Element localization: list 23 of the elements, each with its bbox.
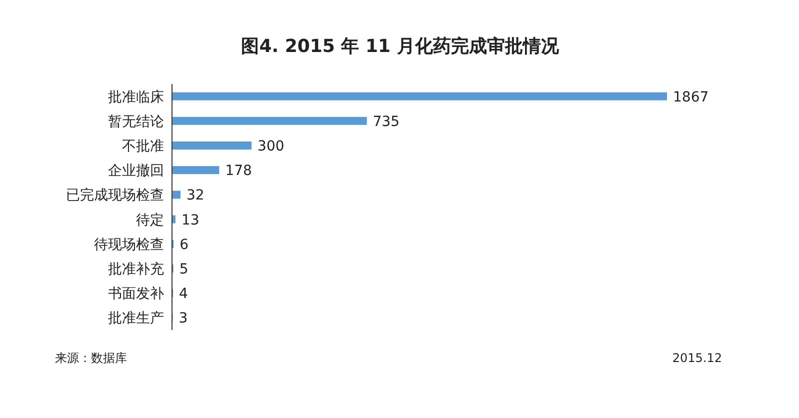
data-label: 300 [258,138,284,154]
chart-title: 图4. 2015 年 11 月化药完成审批情况 [241,36,560,57]
data-label: 4 [179,286,188,302]
y-tick-label: 待定 [136,212,164,228]
y-tick-label: 待现场检查 [94,236,164,253]
data-label: 178 [225,163,252,180]
y-tick-label: 批准补充 [108,262,164,278]
data-label: 735 [372,114,400,130]
y-tick-label: 不批准 [122,138,164,154]
y-tick-label: 已完成现场检查 [66,188,164,204]
data-label: 6 [180,236,189,253]
data-label: 32 [186,188,204,204]
y-tick-label: 批准临床 [108,89,164,106]
source-note: 来源：数据库 [55,351,127,365]
data-label: 1867 [673,89,709,106]
y-tick-label: 书面发补 [108,286,164,302]
data-label: 13 [181,212,200,228]
data-label: 5 [179,262,188,278]
y-tick-label: 批准生产 [108,310,164,327]
y-tick-label: 暂无结论 [108,114,164,130]
text: 2015.12 [672,351,722,365]
data-label: 3 [178,310,188,327]
y-tick-label: 企业撤回 [108,163,164,180]
